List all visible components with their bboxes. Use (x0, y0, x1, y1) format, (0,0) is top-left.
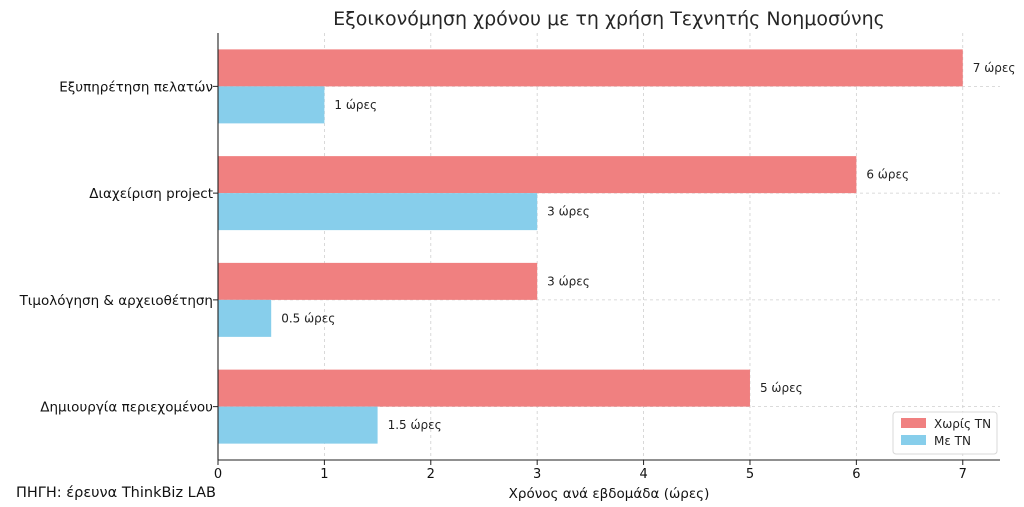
bars (218, 49, 963, 444)
axes: 0 1 2 3 4 5 6 7 Εξυπηρέτηση πελατών Διαχείριση pr… (19, 33, 1000, 482)
x-tick-label: 1 (320, 467, 328, 482)
bar-with-ai (218, 406, 378, 444)
category-label: Εξυπηρέτηση πελατών (59, 79, 213, 95)
bar-value-label: 3 ώρες (547, 205, 590, 219)
bar-with-ai (218, 299, 272, 337)
bar-value-label: 6 ώρες (866, 168, 909, 182)
bar-value-label: 3 ώρες (547, 274, 590, 288)
x-axis-title: Χρόνος ανά εβδομάδα (ώρες) (509, 486, 710, 502)
data-labels: 7 ώρες 6 ώρες 3 ώρες 5 ώρες 1 ώρες 3 ώρες 0.5 … (281, 61, 1015, 432)
legend-label: Χωρίς ΤΝ (934, 417, 991, 431)
bar-with-ai (218, 193, 538, 231)
category-label: Τιμολόγηση & αρχειοθέτηση (19, 293, 213, 309)
bar-value-label: 7 ώρες (973, 61, 1016, 75)
bar-without-ai (218, 156, 857, 194)
x-tick-label: 7 (959, 467, 967, 482)
x-tick-label: 5 (746, 467, 754, 482)
x-tick-label: 4 (639, 467, 647, 482)
source-note: ΠΗΓΗ: έρευνα ThinkBiz LAB (16, 485, 216, 501)
bar-value-label: 1 ώρες (334, 98, 377, 112)
bar-value-label: 0.5 ώρες (281, 311, 335, 325)
legend: Χωρίς ΤΝ Με ΤΝ (892, 411, 998, 455)
bar-value-label: 1.5 ώρες (388, 418, 442, 432)
chart-title: Εξοικονόμηση χρόνου με τη χρήση Τεχνητής… (333, 8, 885, 30)
legend-swatch (901, 435, 926, 445)
x-tick-label: 0 (214, 467, 222, 482)
bar-with-ai (218, 86, 325, 124)
bar-value-label: 5 ώρες (760, 381, 803, 395)
legend-label: Με ΤΝ (934, 434, 971, 448)
x-tick-label: 6 (852, 467, 860, 482)
bar-without-ai (218, 49, 963, 87)
x-tick-label: 2 (427, 467, 435, 482)
bar-without-ai (218, 262, 538, 300)
bar-without-ai (218, 369, 750, 407)
legend-swatch (901, 418, 926, 428)
x-tick-label: 3 (533, 467, 541, 482)
category-label: Διαχείριση project (89, 186, 213, 202)
category-label: Δημιουργία περιεχομένου (40, 400, 213, 416)
